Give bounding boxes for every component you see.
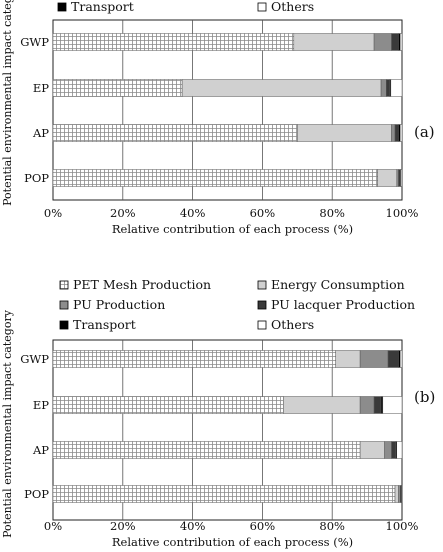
- bar-segment: [297, 124, 392, 142]
- x-tick-label: 100%: [386, 519, 419, 533]
- legend-entry: Transport: [71, 0, 134, 14]
- bar-segment: [400, 350, 403, 368]
- bar-segment: [52, 79, 183, 97]
- bar-segment: [398, 485, 401, 503]
- x-tick-label: 0%: [44, 519, 62, 533]
- bar-segment: [387, 350, 399, 368]
- bar-segment: [52, 124, 298, 142]
- legend-entry: Others: [271, 317, 314, 332]
- bar-segment: [52, 350, 336, 368]
- x-tick-label: 20%: [110, 206, 136, 220]
- bar-segment: [52, 169, 378, 187]
- bar-segment: [359, 350, 389, 368]
- bar-segment: [396, 169, 399, 187]
- bar-segment: [283, 396, 361, 414]
- bar-segment: [398, 350, 401, 368]
- legend-entry: Transport: [73, 317, 136, 332]
- x-tick-label: 80%: [319, 206, 345, 220]
- y-category-label: POP: [24, 171, 49, 185]
- bar-segment: [400, 33, 403, 51]
- legend-entry: PU Production: [73, 297, 165, 312]
- bar-segment: [391, 33, 399, 51]
- x-axis-label: Relative contribution of each process (%…: [112, 222, 353, 236]
- bar-segment: [293, 33, 375, 51]
- legend-entry: Others: [271, 0, 314, 14]
- legend-swatch: [57, 2, 67, 12]
- bar-segment: [380, 79, 387, 97]
- bar-segment: [52, 33, 295, 51]
- bar-segment: [380, 396, 384, 414]
- bar-segment: [52, 396, 284, 414]
- legend-swatch: [257, 320, 267, 330]
- bar-segment: [373, 396, 382, 414]
- x-tick-label: 60%: [250, 519, 276, 533]
- bar-segment: [52, 441, 361, 459]
- bar-segment: [391, 124, 396, 142]
- y-category-label: EP: [33, 398, 49, 412]
- chart-panel-2: PET Mesh Production Energy Consumption PU …: [1, 277, 435, 549]
- bar-segment: [398, 124, 401, 142]
- bar-segment: [377, 169, 398, 187]
- legend-swatch: [257, 2, 267, 12]
- y-category-label: POP: [24, 487, 49, 501]
- bar-segment: [384, 441, 392, 459]
- bar-segment: [394, 124, 399, 142]
- legend-swatch: [59, 280, 69, 290]
- bar-segment: [52, 485, 396, 503]
- x-axis-label: Relative contribution of each process (%…: [112, 535, 353, 549]
- bar-segment: [359, 396, 375, 414]
- x-tick-label: 20%: [110, 519, 136, 533]
- y-category-label: GWP: [20, 352, 49, 366]
- legend-swatch: [257, 280, 267, 290]
- x-tick-label: 40%: [180, 519, 206, 533]
- y-category-label: AP: [32, 126, 49, 140]
- bar-segment: [373, 33, 392, 51]
- bar-segment: [335, 350, 361, 368]
- x-tick-label: 80%: [319, 519, 345, 533]
- bar-segment: [382, 396, 403, 414]
- bar-segment: [398, 33, 401, 51]
- legend-swatch: [257, 300, 267, 310]
- bar-segment: [398, 169, 401, 187]
- legend-entry: PET Mesh Production: [73, 277, 211, 292]
- x-tick-label: 100%: [386, 206, 419, 220]
- bar-segment: [396, 441, 403, 459]
- panel-label: (b): [414, 388, 435, 406]
- bar-segment: [359, 441, 385, 459]
- bar-segment: [400, 124, 403, 142]
- y-axis-label: Potential environmental impact category: [1, 0, 14, 206]
- x-tick-label: 40%: [180, 206, 206, 220]
- legend-swatch: [59, 320, 69, 330]
- bar-segment: [386, 79, 391, 97]
- bar-segment: [400, 169, 403, 187]
- legend-entry: PU lacquer Production: [271, 297, 415, 312]
- y-axis-label: Potential environmental impact category: [1, 309, 14, 538]
- y-category-label: GWP: [20, 35, 49, 49]
- x-tick-label: 60%: [250, 206, 276, 220]
- panel-label: (a): [414, 123, 435, 141]
- x-tick-label: 0%: [44, 206, 62, 220]
- bar-segment: [181, 79, 382, 97]
- y-category-label: EP: [33, 81, 49, 95]
- legend-swatch: [59, 300, 69, 310]
- bar-segment: [391, 441, 396, 459]
- bar-segment: [394, 485, 399, 503]
- bar-segment: [390, 79, 403, 97]
- chart-panel-1: Transport Others 0% 20% 40% 60% 80% 100% GWP EP AP…: [1, 0, 435, 236]
- legend-entry: Energy Consumption: [271, 277, 405, 292]
- y-category-label: AP: [32, 443, 49, 457]
